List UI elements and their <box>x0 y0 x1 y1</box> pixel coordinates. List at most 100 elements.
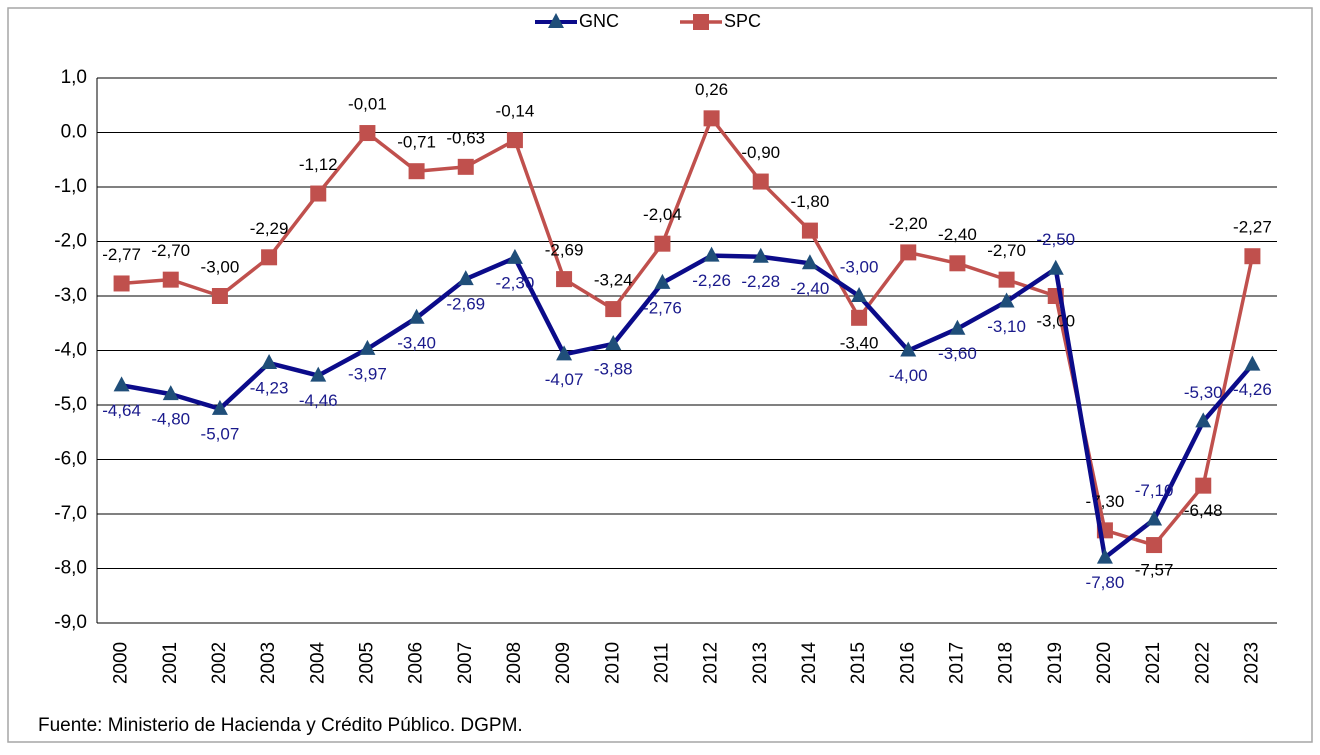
data-label: -5,07 <box>201 424 240 443</box>
legend-marker <box>548 13 564 28</box>
y-tick-label: -4,0 <box>54 340 87 361</box>
data-point <box>1195 477 1212 494</box>
data-label: -2,27 <box>1233 218 1272 237</box>
y-tick-label: -2,0 <box>54 231 87 252</box>
data-label: -2,20 <box>889 214 928 233</box>
data-label: -2,69 <box>446 295 485 314</box>
data-point <box>801 222 818 239</box>
data-label: -2,30 <box>496 273 535 292</box>
data-point <box>162 385 179 401</box>
x-tick-label: 2019 <box>1045 642 1066 684</box>
data-point <box>359 125 376 142</box>
data-label: -2,70 <box>151 241 190 260</box>
data-point <box>556 345 573 361</box>
x-tick-label: 2011 <box>651 643 672 684</box>
data-label: -2,04 <box>643 205 682 224</box>
data-label: -4,26 <box>1233 380 1272 399</box>
x-tick-label: 2022 <box>1192 642 1213 684</box>
data-point <box>654 235 671 252</box>
data-point <box>654 273 671 289</box>
data-point <box>457 158 474 175</box>
data-point <box>1047 259 1064 275</box>
data-point <box>310 366 327 382</box>
data-point <box>1096 548 1113 564</box>
x-tick-label: 2015 <box>848 642 869 684</box>
x-tick-label: 2013 <box>750 642 771 684</box>
x-tick-label: 2000 <box>111 642 132 684</box>
data-point <box>556 271 573 288</box>
data-point <box>359 339 376 355</box>
data-label: -0,01 <box>348 95 387 114</box>
data-point <box>752 173 769 190</box>
y-tick-label: 1,0 <box>61 67 87 88</box>
x-tick-label: 2016 <box>897 642 918 684</box>
data-label: -6,48 <box>1184 501 1223 520</box>
y-tick-label: -6,0 <box>54 449 87 470</box>
data-point <box>1146 510 1163 526</box>
chart-border <box>7 7 1313 743</box>
x-tick-label: 2001 <box>160 642 181 684</box>
data-point <box>1195 412 1212 428</box>
data-label: -3,88 <box>594 359 633 378</box>
data-point <box>261 354 278 370</box>
data-label: -7,57 <box>1135 561 1174 580</box>
series-line <box>121 116 1255 547</box>
x-tick-label: 2006 <box>406 642 427 684</box>
data-point <box>851 309 868 326</box>
data-point <box>703 246 720 262</box>
data-label: -4,23 <box>250 379 289 398</box>
x-tick-label: 2007 <box>455 642 476 684</box>
data-point <box>949 319 966 335</box>
data-point <box>113 376 130 392</box>
data-point <box>801 254 818 270</box>
legend-label: SPC <box>724 11 761 31</box>
data-point <box>900 341 917 357</box>
y-tick-label: -1,0 <box>54 176 87 197</box>
y-tick-label: -7,0 <box>54 503 87 524</box>
data-point <box>1244 248 1261 265</box>
data-label: -2,29 <box>250 219 289 238</box>
x-tick-label: 2003 <box>258 642 279 684</box>
y-tick-label: -9,0 <box>54 612 87 633</box>
x-tick-label: 2012 <box>701 642 722 684</box>
x-tick-label: 2014 <box>799 641 820 684</box>
x-tick-label: 2010 <box>602 642 623 684</box>
data-label: -2,77 <box>102 245 141 264</box>
data-label: -7,10 <box>1135 481 1174 500</box>
x-tick-label: 2017 <box>946 642 967 684</box>
data-point <box>605 301 622 318</box>
data-label: 0,26 <box>695 80 728 99</box>
data-label: -2,69 <box>545 241 584 260</box>
data-point <box>1244 355 1261 371</box>
x-tick-label: 2008 <box>504 642 525 684</box>
data-label: -7,30 <box>1086 492 1125 511</box>
data-point <box>998 271 1015 288</box>
data-label: -7,80 <box>1086 573 1125 592</box>
data-label: -0,14 <box>496 102 535 121</box>
data-label: -2,50 <box>1036 230 1075 249</box>
data-label: -2,76 <box>643 298 682 317</box>
data-label: -3,10 <box>987 317 1026 336</box>
data-point <box>211 399 228 415</box>
data-label: -3,60 <box>938 344 977 363</box>
data-label: -4,46 <box>299 391 338 410</box>
data-label: -3,24 <box>594 271 633 290</box>
data-label: -3,00 <box>201 257 240 276</box>
data-point <box>851 287 868 302</box>
data-label: -4,80 <box>151 410 190 429</box>
legend-label: GNC <box>579 11 619 31</box>
data-label: -3,40 <box>397 333 436 352</box>
x-tick-label: 2002 <box>209 642 230 684</box>
data-point <box>998 292 1015 308</box>
data-label: -3,00 <box>1036 311 1075 330</box>
data-label: -0,90 <box>741 143 780 162</box>
y-tick-label: 0.0 <box>61 122 87 143</box>
data-point <box>408 163 425 180</box>
x-tick-label: 2004 <box>307 641 328 684</box>
data-point <box>1146 537 1163 554</box>
data-point <box>162 271 179 288</box>
data-point <box>113 275 130 292</box>
data-label: -5,30 <box>1184 383 1223 402</box>
data-point <box>605 334 622 350</box>
